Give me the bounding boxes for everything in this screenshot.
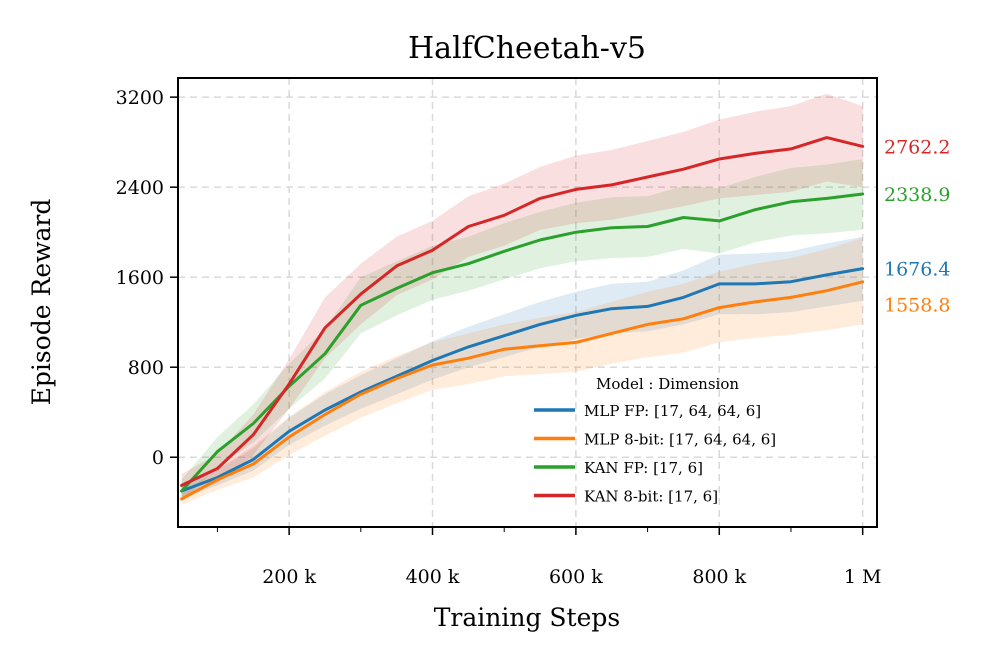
band-2 <box>181 159 863 503</box>
y-tick-label: 0 <box>152 447 164 469</box>
x-tick-label: 600 k <box>549 566 603 588</box>
y-tick-label: 2400 <box>116 177 164 199</box>
y-tick-label: 800 <box>128 357 164 379</box>
chart-title: HalfCheetah-v5 <box>408 31 646 66</box>
x-tick-label: 200 k <box>262 566 316 588</box>
legend-entry-3: KAN 8-bit: [17, 6] <box>584 488 718 506</box>
x-tick-label: 1 M <box>844 566 882 588</box>
band-3 <box>181 93 863 497</box>
y-tick-label: 3200 <box>116 87 164 109</box>
legend-entry-1: MLP 8-bit: [17, 64, 64, 6] <box>584 431 776 449</box>
axis-ticks: 0 800 1600 2400 3200 200 k 400 k 600 k 800 k 1 M <box>116 87 882 588</box>
x-tick-label: 800 k <box>692 566 746 588</box>
legend-title: Model : Dimension <box>596 375 739 393</box>
series-line-3 <box>180 136 865 487</box>
legend-entry-0: MLP FP: [17, 64, 64, 6] <box>584 402 761 420</box>
y-tick-label: 1600 <box>116 267 164 289</box>
end-label-1: 1558.8 <box>884 295 950 317</box>
legend: Model : Dimension MLP FP: [17, 64, 64, 6… <box>534 375 776 506</box>
end-label-3: 2762.2 <box>884 136 950 158</box>
plot-frame <box>177 77 878 528</box>
y-axis-label: Episode Reward <box>27 199 56 406</box>
series-line-2 <box>180 192 865 493</box>
grid <box>178 78 877 527</box>
end-label-2: 2338.9 <box>884 184 950 206</box>
series-lines <box>180 136 865 501</box>
x-axis-label: Training Steps <box>434 603 620 632</box>
band-0 <box>181 236 863 498</box>
band-1 <box>181 237 863 505</box>
legend-entry-2: KAN FP: [17, 6] <box>584 459 703 477</box>
confidence-bands <box>181 93 863 505</box>
end-label-0: 1676.4 <box>884 259 950 281</box>
x-tick-label: 400 k <box>406 566 460 588</box>
end-value-labels: 2762.2 2338.9 1676.4 1558.8 <box>884 136 950 316</box>
series-line-1 <box>180 280 865 501</box>
series-line-0 <box>180 267 865 493</box>
